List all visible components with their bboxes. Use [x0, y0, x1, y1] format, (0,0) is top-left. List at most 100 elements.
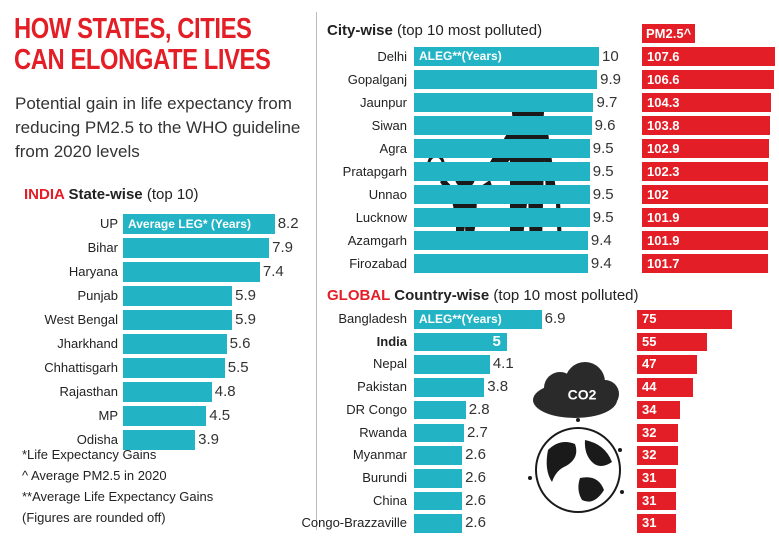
value-label: 7.4 — [262, 263, 284, 280]
bar — [414, 208, 590, 227]
value-label: 2.6 — [465, 446, 486, 464]
category-label: MP — [98, 408, 119, 423]
series-label: PM2.5^ — [642, 24, 696, 43]
chart-heading: INDIA State-wise (top 10) — [24, 186, 199, 203]
category-label: Unnao — [368, 187, 407, 202]
value-label: 2.7 — [466, 423, 488, 441]
bar — [414, 355, 490, 375]
bar — [642, 231, 768, 250]
category-label: Jaunpur — [360, 95, 407, 110]
value-label: 9.4 — [590, 232, 612, 249]
bar — [123, 214, 275, 234]
value-label: 9.5 — [592, 163, 614, 180]
chart-title-prefix: INDIA — [24, 186, 65, 203]
bar — [642, 185, 768, 204]
bar — [414, 47, 599, 66]
category-label: Azamgarh — [347, 233, 407, 248]
category-label: Bangladesh — [338, 311, 407, 326]
value-label: 101.9 — [647, 233, 680, 248]
bar — [123, 406, 207, 426]
value-label: 8.2 — [277, 215, 299, 232]
category-label: Pratapgarh — [342, 164, 407, 179]
bar — [637, 310, 733, 329]
bar — [414, 70, 598, 89]
category-label: Jharkhand — [57, 336, 118, 351]
category-label: Haryana — [68, 264, 118, 279]
value-label: 5.9 — [235, 311, 256, 328]
value-label: 9.5 — [592, 140, 614, 157]
bar — [642, 162, 769, 181]
value-label: 9.5 — [592, 186, 614, 203]
co2-cloud — [533, 362, 619, 418]
chart-heading: GLOBAL Country-wise (top 10 most pollute… — [327, 287, 639, 304]
bar — [642, 47, 775, 66]
category-label: West Bengal — [44, 312, 118, 327]
value-label: 7.9 — [272, 239, 293, 256]
title: HOW STATES, CITIES CAN ELONGATE LIVES — [14, 13, 271, 76]
value-label: 101.9 — [647, 210, 680, 225]
icon-label: CO2 — [568, 387, 597, 403]
note: ^ Average PM2.5 in 2020 — [22, 468, 167, 483]
value-label: 107.6 — [647, 49, 680, 64]
bar — [642, 116, 771, 135]
value-label: 3.9 — [198, 431, 219, 448]
category-label: Congo-Brazzaville — [301, 515, 408, 531]
category-label: Rwanda — [359, 424, 407, 440]
value-label: 32 — [642, 424, 657, 440]
value-label: 5.6 — [229, 335, 251, 352]
bar — [123, 310, 233, 330]
value-label: 5.5 — [227, 359, 249, 376]
bar — [637, 446, 678, 465]
value-label: 3.8 — [487, 378, 509, 396]
bar — [414, 332, 507, 352]
value-label: 5.9 — [235, 287, 256, 304]
category-label: Firozabad — [349, 256, 407, 271]
value-label: 2.6 — [465, 491, 486, 509]
chart-subtitle: (top 10 most polluted) — [397, 22, 543, 39]
value-label: 101.7 — [647, 256, 680, 271]
value-label: 75 — [642, 311, 657, 326]
bar — [414, 139, 590, 158]
bar — [414, 185, 590, 204]
value-label: 102.3 — [647, 164, 680, 179]
bar — [414, 446, 463, 465]
category-label: Bihar — [87, 240, 118, 255]
bar — [414, 162, 590, 181]
value-label: 31 — [642, 515, 657, 531]
value-label: 10 — [602, 48, 619, 65]
divider — [316, 12, 317, 530]
value-label: 5 — [492, 332, 501, 350]
value-label: 34 — [642, 401, 657, 417]
category-label: Siwan — [371, 118, 407, 133]
value-label: 103.8 — [647, 118, 680, 133]
value-label: 9.5 — [592, 209, 614, 226]
bar — [642, 139, 770, 158]
subtitle: Potential gain in life expectancy from r… — [15, 94, 301, 161]
bar — [637, 332, 707, 352]
category-label: Odisha — [76, 432, 118, 447]
bar — [123, 286, 233, 306]
bar — [637, 355, 697, 375]
category-label: Chhattisgarh — [44, 360, 118, 375]
bar — [414, 514, 463, 533]
bar — [414, 116, 592, 135]
category-label: UP — [99, 216, 118, 231]
category-label: Burundi — [362, 469, 407, 485]
bar — [637, 378, 693, 397]
chart-heading: City-wise (top 10 most polluted) — [327, 22, 542, 39]
value-label: 31 — [642, 492, 657, 508]
value-label: 2.8 — [468, 400, 490, 418]
series-label: Average LEG* (Years) — [128, 217, 251, 231]
series-label: ALEG**(Years) — [419, 49, 502, 63]
chart-title: City-wise — [327, 22, 393, 39]
value-label: 6.9 — [544, 310, 566, 327]
category-label: Agra — [379, 141, 407, 156]
value-label: 2.6 — [465, 514, 486, 532]
bar — [123, 238, 270, 258]
value-label: 4.5 — [209, 407, 231, 424]
bar — [414, 310, 542, 329]
bar — [637, 423, 678, 443]
value-label: 106.6 — [647, 72, 680, 87]
value-label: 9.4 — [590, 255, 612, 272]
